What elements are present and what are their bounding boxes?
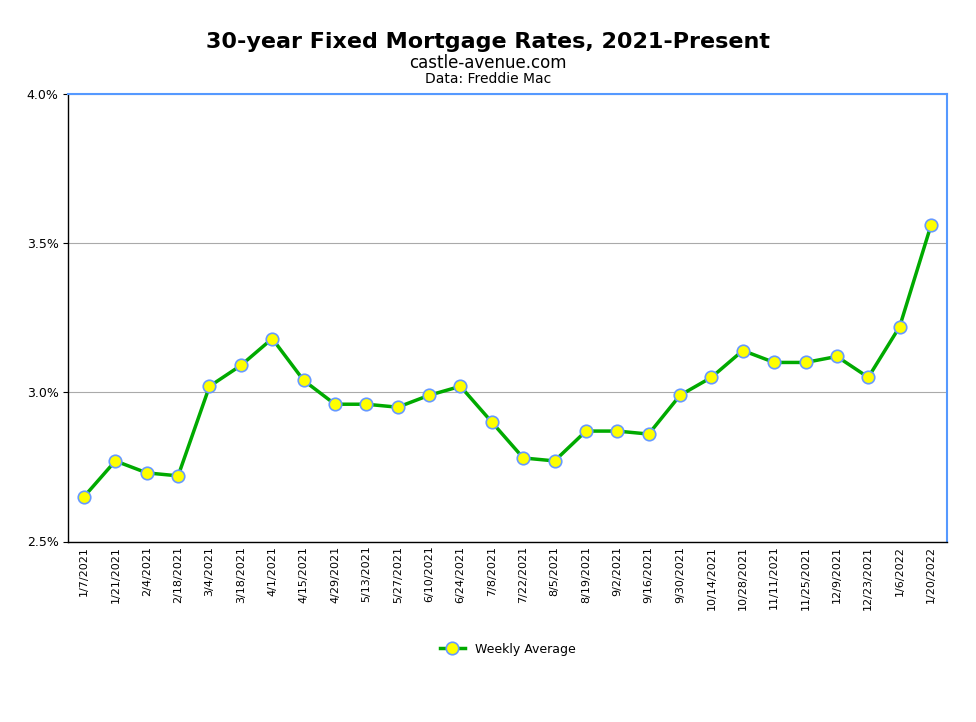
Text: Data: Freddie Mac: Data: Freddie Mac xyxy=(425,72,551,86)
Weekly Average xyxy=(109,456,121,465)
Weekly Average xyxy=(580,427,591,435)
Weekly Average xyxy=(768,358,780,367)
Weekly Average xyxy=(204,382,216,391)
Weekly Average xyxy=(832,352,843,361)
Weekly Average xyxy=(329,400,341,409)
Weekly Average xyxy=(643,430,655,438)
Weekly Average xyxy=(517,453,529,462)
Weekly Average xyxy=(360,400,372,409)
Legend: Weekly Average: Weekly Average xyxy=(434,638,581,661)
Text: 30-year Fixed Mortgage Rates, 2021-Present: 30-year Fixed Mortgage Rates, 2021-Prese… xyxy=(206,32,770,53)
Weekly Average xyxy=(611,427,623,435)
Weekly Average xyxy=(173,471,184,480)
Weekly Average xyxy=(266,334,278,343)
Weekly Average xyxy=(235,361,247,370)
Weekly Average xyxy=(486,418,498,427)
Weekly Average xyxy=(298,376,309,385)
Weekly Average xyxy=(141,469,152,477)
Weekly Average xyxy=(925,221,937,230)
Weekly Average xyxy=(78,492,90,501)
Text: castle-avenue.com: castle-avenue.com xyxy=(409,54,567,72)
Weekly Average xyxy=(799,358,811,367)
Weekly Average xyxy=(549,456,560,465)
Weekly Average xyxy=(894,322,906,331)
Weekly Average xyxy=(674,391,686,399)
Line: Weekly Average: Weekly Average xyxy=(78,219,937,503)
Weekly Average xyxy=(392,403,404,412)
Weekly Average xyxy=(455,382,467,391)
Weekly Average xyxy=(863,373,874,382)
Weekly Average xyxy=(424,391,435,399)
Weekly Average xyxy=(737,346,749,355)
Weekly Average xyxy=(706,373,717,382)
